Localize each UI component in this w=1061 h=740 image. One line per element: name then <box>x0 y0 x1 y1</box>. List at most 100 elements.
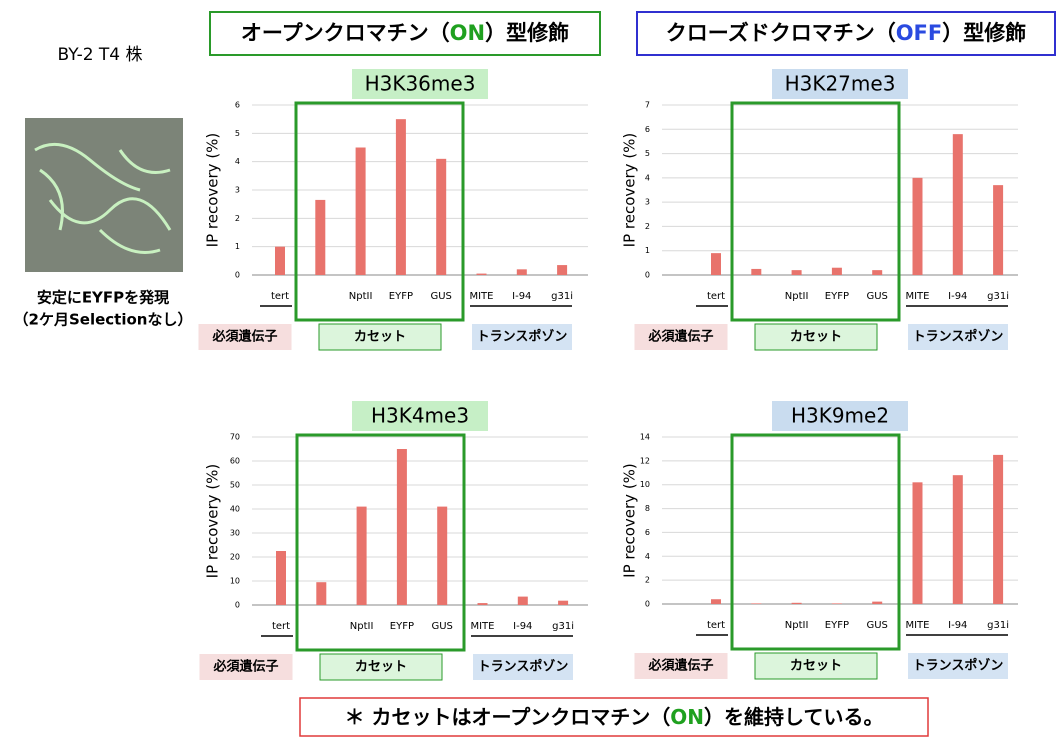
group-label: トランスポゾン <box>478 659 569 675</box>
cassette-frame <box>295 433 466 652</box>
bar <box>872 601 883 604</box>
y-tick-label: 12 <box>640 456 650 465</box>
note-text: ＊ カセットはオープンクロマチン（ <box>345 705 671 729</box>
y-tick-label: 10 <box>640 480 650 489</box>
y-tick-label: 4 <box>645 552 650 561</box>
y-tick-label: 40 <box>230 505 240 514</box>
x-tick-label: GUS <box>430 291 451 302</box>
y-tick-label: 2 <box>645 576 650 585</box>
bar <box>557 265 568 275</box>
bar <box>355 147 366 275</box>
group-label: トランスポゾン <box>913 658 1004 674</box>
y-tick-label: 0 <box>235 601 240 610</box>
chart-title: H3K9me2 <box>791 404 889 428</box>
bar <box>477 603 488 605</box>
header-text: クローズドクロマチン（ <box>666 21 896 45</box>
x-tick-label: tert <box>707 620 725 631</box>
header-text: ）型修飾 <box>942 21 1026 45</box>
on-header-box <box>209 11 601 56</box>
y-tick-label: 1 <box>235 242 240 251</box>
bar <box>791 602 802 604</box>
group-label: 必須遺伝子 <box>212 659 278 675</box>
group-label-bg <box>473 654 573 680</box>
y-tick-label: 8 <box>645 504 650 513</box>
x-tick-label: MITE <box>470 621 494 632</box>
on-header: オープンクロマチン（ON）型修飾 <box>241 21 569 45</box>
group-label-bg <box>908 653 1008 679</box>
x-tick-label: NptII <box>785 291 809 302</box>
bar <box>517 596 528 605</box>
group-label-bg <box>319 653 443 681</box>
y-tick-label: 1 <box>645 246 650 255</box>
y-tick-label: 10 <box>230 577 240 586</box>
y-tick-label: 14 <box>640 433 650 442</box>
bar <box>315 199 326 275</box>
photo-caption: （2ケ月Selectionなし） <box>14 311 193 329</box>
y-tick-label: 4 <box>645 173 650 182</box>
bar <box>396 449 407 605</box>
y-tick-label: 0 <box>235 271 240 280</box>
y-tick-label: 20 <box>230 553 240 562</box>
y-axis-label: IP recovery (%) <box>621 463 639 578</box>
bar <box>436 158 447 275</box>
x-tick-label: MITE <box>905 291 929 302</box>
group-label-bg <box>199 654 293 680</box>
group-label: カセット <box>355 660 407 675</box>
x-tick-label: GUS <box>431 621 452 632</box>
x-tick-label: MITE <box>905 620 929 631</box>
bar <box>952 134 963 275</box>
group-label: 必須遺伝子 <box>211 329 277 345</box>
group-label: 必須遺伝子 <box>647 658 713 674</box>
x-tick-label: I-94 <box>948 291 967 302</box>
chart-title-bg <box>352 401 488 431</box>
y-tick-label: 5 <box>235 129 240 138</box>
group-label-bg <box>318 323 442 351</box>
group-label-bg <box>634 324 728 350</box>
chart-title-bg <box>772 401 908 431</box>
bar <box>395 119 406 276</box>
strain-label: BY-2 T4 株 <box>57 45 142 65</box>
x-tick-label: g31i <box>551 291 573 302</box>
y-tick-label: 30 <box>230 529 240 538</box>
bar <box>275 246 285 275</box>
group-label: トランスポゾン <box>913 329 1004 345</box>
note: ＊ カセットはオープンクロマチン（ON）を維持している。 <box>345 705 884 729</box>
y-axis-label: IP recovery (%) <box>204 464 222 579</box>
y-axis-label: IP recovery (%) <box>204 133 222 248</box>
x-tick-label: GUS <box>866 291 887 302</box>
x-tick-label: EYFP <box>390 621 414 632</box>
chart-title: H3K4me3 <box>371 404 469 428</box>
photo-caption: 安定にEYFPを発現 <box>37 289 169 307</box>
x-tick-label: GUS <box>866 620 887 631</box>
y-tick-label: 5 <box>645 149 650 158</box>
y-tick-label: 0 <box>645 600 650 609</box>
group-label-bg <box>198 324 292 350</box>
y-tick-label: 4 <box>235 157 240 166</box>
group-label-bg <box>754 652 878 680</box>
x-tick-label: EYFP <box>825 620 849 631</box>
bar <box>751 603 762 604</box>
y-tick-label: 2 <box>645 222 650 231</box>
x-tick-label: MITE <box>469 291 493 302</box>
header-text: オープンクロマチン（ <box>241 21 450 45</box>
group-label-bg <box>472 324 572 350</box>
bar <box>711 253 721 275</box>
note-text: ）を維持している。 <box>704 705 883 729</box>
bar <box>437 506 448 605</box>
bar <box>751 268 762 275</box>
y-tick-label: 3 <box>235 186 240 195</box>
y-tick-label: 7 <box>645 101 650 110</box>
x-tick-label: I-94 <box>948 620 967 631</box>
group-label-bg <box>908 324 1008 350</box>
x-tick-label: g31i <box>552 621 574 632</box>
y-tick-label: 70 <box>230 433 240 442</box>
group-label-bg <box>634 653 728 679</box>
off-header-box <box>636 11 1056 56</box>
y-tick-label: 6 <box>645 528 650 537</box>
y-tick-label: 6 <box>645 125 650 134</box>
bar <box>276 551 286 605</box>
bar <box>558 600 569 605</box>
group-label: 必須遺伝子 <box>647 329 713 345</box>
bar <box>476 273 487 275</box>
